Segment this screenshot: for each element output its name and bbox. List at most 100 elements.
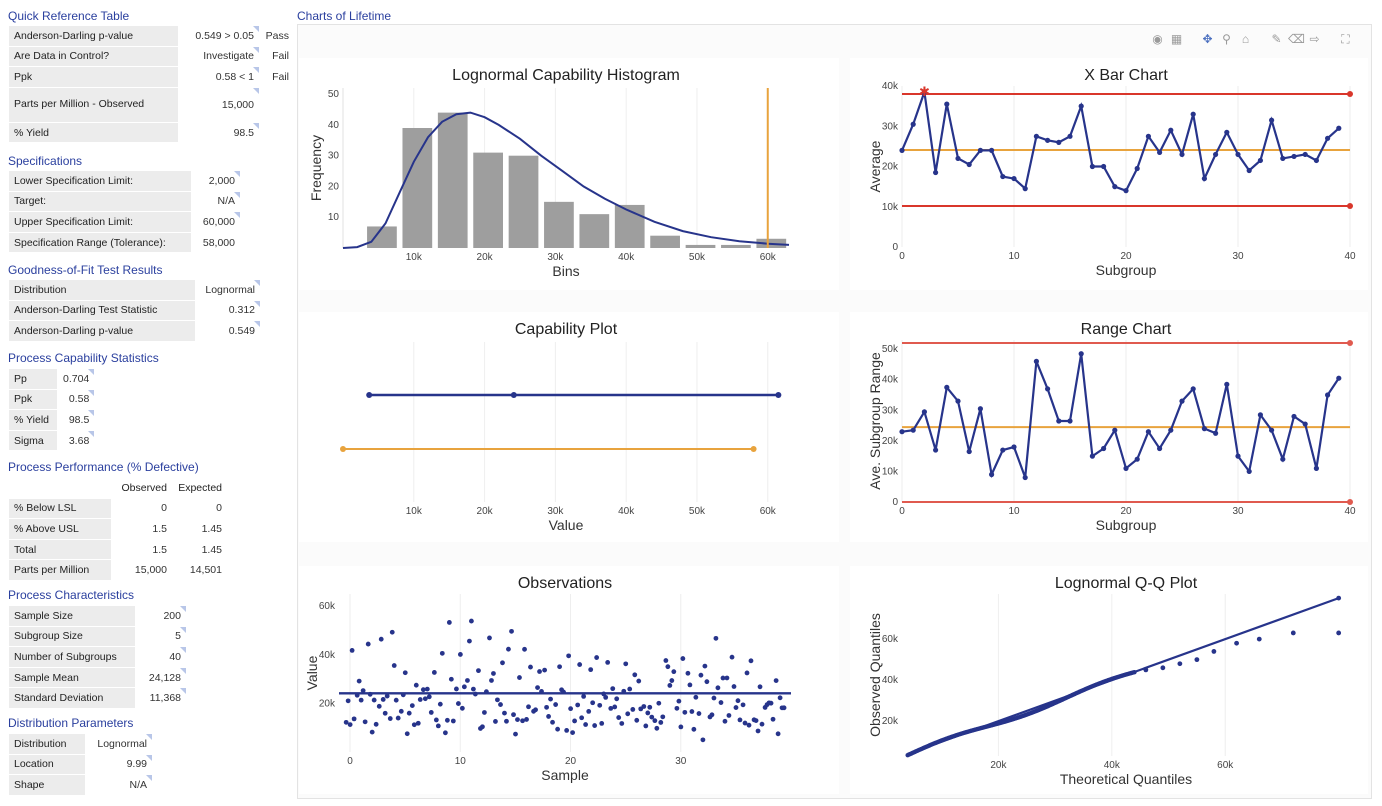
observation-point bbox=[409, 703, 415, 709]
pan-icon[interactable]: ✥ bbox=[1202, 32, 1213, 46]
fullscreen-icon[interactable]: ⛶ bbox=[1341, 32, 1350, 46]
data-point bbox=[899, 147, 905, 153]
data-point bbox=[977, 406, 983, 412]
x-tick-label: 40k bbox=[618, 252, 635, 263]
observation-point bbox=[424, 686, 430, 692]
series-line bbox=[900, 91, 1340, 193]
qq-tail-point bbox=[1336, 630, 1342, 636]
observation-point bbox=[553, 702, 559, 707]
capability-plot: Capability Plot Value 10k 20k 30k 40k 50k 60k bbox=[299, 312, 839, 542]
observation-point bbox=[467, 638, 472, 644]
observation-point bbox=[586, 708, 592, 714]
data-point bbox=[1313, 465, 1319, 471]
observation-point bbox=[548, 696, 553, 702]
data-point bbox=[1235, 151, 1241, 158]
data-point bbox=[1078, 351, 1084, 357]
save-icon[interactable]: ▦ bbox=[1170, 32, 1183, 46]
x-tick-label: 40k bbox=[1104, 760, 1121, 771]
x-tick-label: 60k bbox=[1217, 760, 1234, 771]
observation-point bbox=[667, 683, 673, 688]
data-point bbox=[910, 121, 916, 127]
observation-point bbox=[480, 724, 485, 730]
ucl-endpoint bbox=[1347, 340, 1353, 347]
data-point bbox=[1280, 456, 1286, 462]
observation-point bbox=[616, 715, 622, 720]
observation-point bbox=[612, 704, 618, 710]
table-row: Total 1.5 1.45 bbox=[8, 538, 228, 561]
series-line bbox=[901, 353, 1340, 479]
table-row: Standard Deviation 11,368 bbox=[8, 687, 187, 709]
observation-point bbox=[700, 737, 706, 743]
observation-point bbox=[345, 698, 351, 704]
observation-point bbox=[550, 719, 555, 725]
observation-point bbox=[627, 686, 633, 692]
data-point bbox=[1123, 188, 1129, 194]
zoom-icon[interactable]: ⚲ bbox=[1222, 32, 1231, 46]
data-point bbox=[899, 429, 905, 435]
observation-point bbox=[343, 719, 349, 725]
histogram-bar bbox=[367, 226, 397, 248]
table-row: Ppk 0.58 < 1 Fail bbox=[7, 66, 295, 88]
data-point bbox=[1246, 167, 1252, 174]
observation-point bbox=[594, 655, 600, 660]
observation-point bbox=[417, 697, 423, 702]
y-tick-label: 0 bbox=[892, 497, 898, 508]
observation-point bbox=[369, 729, 375, 735]
observation-point bbox=[555, 726, 561, 732]
qq-points bbox=[905, 669, 1137, 758]
observation-point bbox=[546, 714, 551, 719]
data-point bbox=[1336, 125, 1342, 131]
qq-point bbox=[1132, 669, 1137, 675]
observation-point bbox=[420, 687, 426, 693]
spec-usl-point bbox=[750, 446, 757, 452]
fit-curve bbox=[342, 111, 790, 249]
erase-icon[interactable]: ⌫ bbox=[1288, 32, 1305, 46]
draw-icon[interactable]: ✎ bbox=[1271, 32, 1282, 46]
x-tick-label: 20k bbox=[477, 506, 494, 517]
observation-point bbox=[729, 654, 735, 660]
observation-point bbox=[542, 667, 548, 673]
observation-point bbox=[362, 719, 368, 725]
x-tick-label: 20 bbox=[565, 756, 577, 767]
capability-stats-table: Pp 0.704 Ppk 0.58 % Yield 98.5 Sigma 3.68 bbox=[8, 368, 96, 452]
data-point bbox=[1213, 151, 1219, 158]
observation-point bbox=[454, 686, 459, 692]
observation-point bbox=[415, 720, 421, 726]
table-row: % Yield 98.5 bbox=[8, 409, 96, 431]
data-point bbox=[1145, 429, 1151, 435]
observation-point bbox=[495, 697, 500, 703]
observation-point bbox=[715, 685, 721, 691]
data-point bbox=[1033, 133, 1039, 139]
y-tick-label: 40k bbox=[882, 375, 899, 386]
observation-point bbox=[669, 678, 675, 683]
distribution-parameters-title: Distribution Parameters bbox=[8, 716, 134, 730]
x-tick-label: 10 bbox=[455, 756, 467, 767]
table-row: Are Data in Control? Investigate Fail bbox=[7, 45, 295, 68]
observation-point bbox=[570, 730, 576, 735]
chart-title: Lognormal Capability Histogram bbox=[452, 67, 680, 84]
observation-point bbox=[482, 710, 487, 715]
observation-point bbox=[515, 717, 520, 723]
observation-point bbox=[500, 660, 505, 666]
table-row: % Above USL 1.5 1.45 bbox=[8, 518, 228, 540]
histogram-bar bbox=[402, 128, 433, 248]
observation-point bbox=[665, 664, 671, 670]
observation-point bbox=[599, 720, 605, 726]
data-point bbox=[1213, 430, 1219, 436]
observation-point bbox=[457, 652, 463, 657]
data-point bbox=[1168, 127, 1174, 133]
chart-title: Range Chart bbox=[1081, 321, 1172, 338]
qq-tail-point bbox=[1234, 640, 1239, 646]
histogram-bar bbox=[685, 244, 716, 248]
observation-point bbox=[645, 710, 651, 716]
table-row: Anderson-Darling p-value 0.549 bbox=[8, 320, 261, 342]
home-icon[interactable]: ⌂ bbox=[1241, 32, 1250, 46]
camera-icon[interactable]: ◉ bbox=[1152, 32, 1163, 46]
x-tick-label: 30 bbox=[675, 756, 687, 767]
data-point bbox=[1291, 153, 1297, 160]
hover-icon[interactable]: ⇨ bbox=[1309, 32, 1320, 46]
observation-point bbox=[748, 658, 754, 664]
qq-tail-point bbox=[1256, 636, 1262, 642]
observation-point bbox=[442, 730, 448, 736]
data-point bbox=[1011, 444, 1017, 450]
